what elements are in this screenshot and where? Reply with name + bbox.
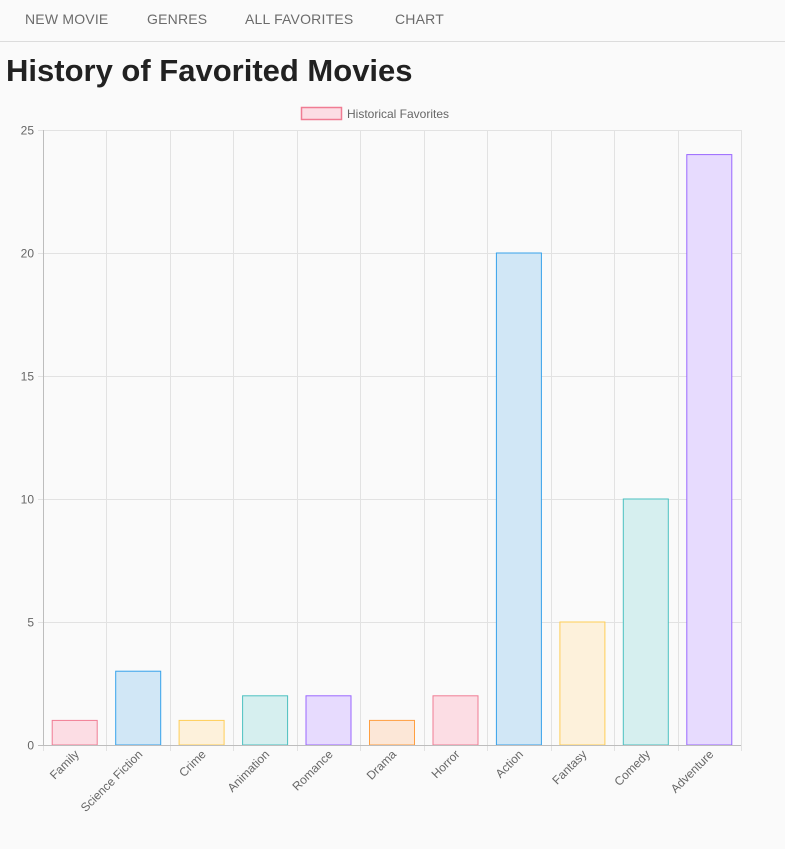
y-tick-label: 15 bbox=[21, 370, 35, 384]
x-tick-label: Horror bbox=[429, 747, 463, 781]
x-tick-label: Comedy bbox=[611, 747, 652, 788]
x-tick-label: Fantasy bbox=[549, 747, 589, 787]
bar-animation[interactable] bbox=[242, 695, 289, 746]
nav-new-movie-link[interactable]: NEW MOVIE bbox=[25, 11, 109, 27]
x-tick-label: Action bbox=[493, 747, 526, 780]
x-tick-label: Adventure bbox=[668, 747, 717, 796]
bar-family[interactable] bbox=[51, 719, 98, 746]
nav-all-favorites-link[interactable]: ALL FAVORITES bbox=[245, 11, 354, 27]
y-tick-label: 0 bbox=[27, 739, 34, 753]
bar-drama[interactable] bbox=[369, 719, 415, 746]
nav-chart-link[interactable]: CHART bbox=[395, 11, 444, 27]
bar-romance[interactable] bbox=[305, 695, 352, 746]
top-navbar: NEW MOVIE GENRES ALL FAVORITES CHART bbox=[0, 0, 785, 42]
bar-science-fiction[interactable] bbox=[115, 670, 162, 746]
bar-adventure[interactable] bbox=[686, 154, 733, 746]
bar-fantasy[interactable] bbox=[559, 621, 606, 746]
y-tick-label: 20 bbox=[21, 247, 35, 261]
x-tick-label: Science Fiction bbox=[78, 747, 145, 814]
x-tick-label: Family bbox=[47, 747, 82, 782]
x-tick-label: Drama bbox=[364, 747, 400, 783]
bar-horror[interactable] bbox=[432, 695, 479, 746]
chart-legend[interactable]: Historical Favorites bbox=[300, 106, 450, 121]
y-tick-label: 25 bbox=[21, 124, 35, 138]
y-tick-label: 5 bbox=[27, 616, 34, 630]
x-tick-label: Crime bbox=[176, 747, 209, 780]
x-tick-label: Romance bbox=[289, 747, 335, 793]
x-tick-label: Animation bbox=[225, 747, 273, 795]
legend-swatch bbox=[300, 106, 343, 121]
page-title: History of Favorited Movies bbox=[6, 53, 413, 88]
bar-comedy[interactable] bbox=[622, 498, 669, 746]
nav-genres-link[interactable]: GENRES bbox=[147, 11, 208, 27]
bar-crime[interactable] bbox=[178, 719, 225, 746]
chart-bars bbox=[51, 154, 733, 746]
legend-label: Historical Favorites bbox=[347, 107, 449, 121]
y-tick-label: 10 bbox=[21, 493, 35, 507]
bar-action[interactable] bbox=[495, 252, 542, 746]
